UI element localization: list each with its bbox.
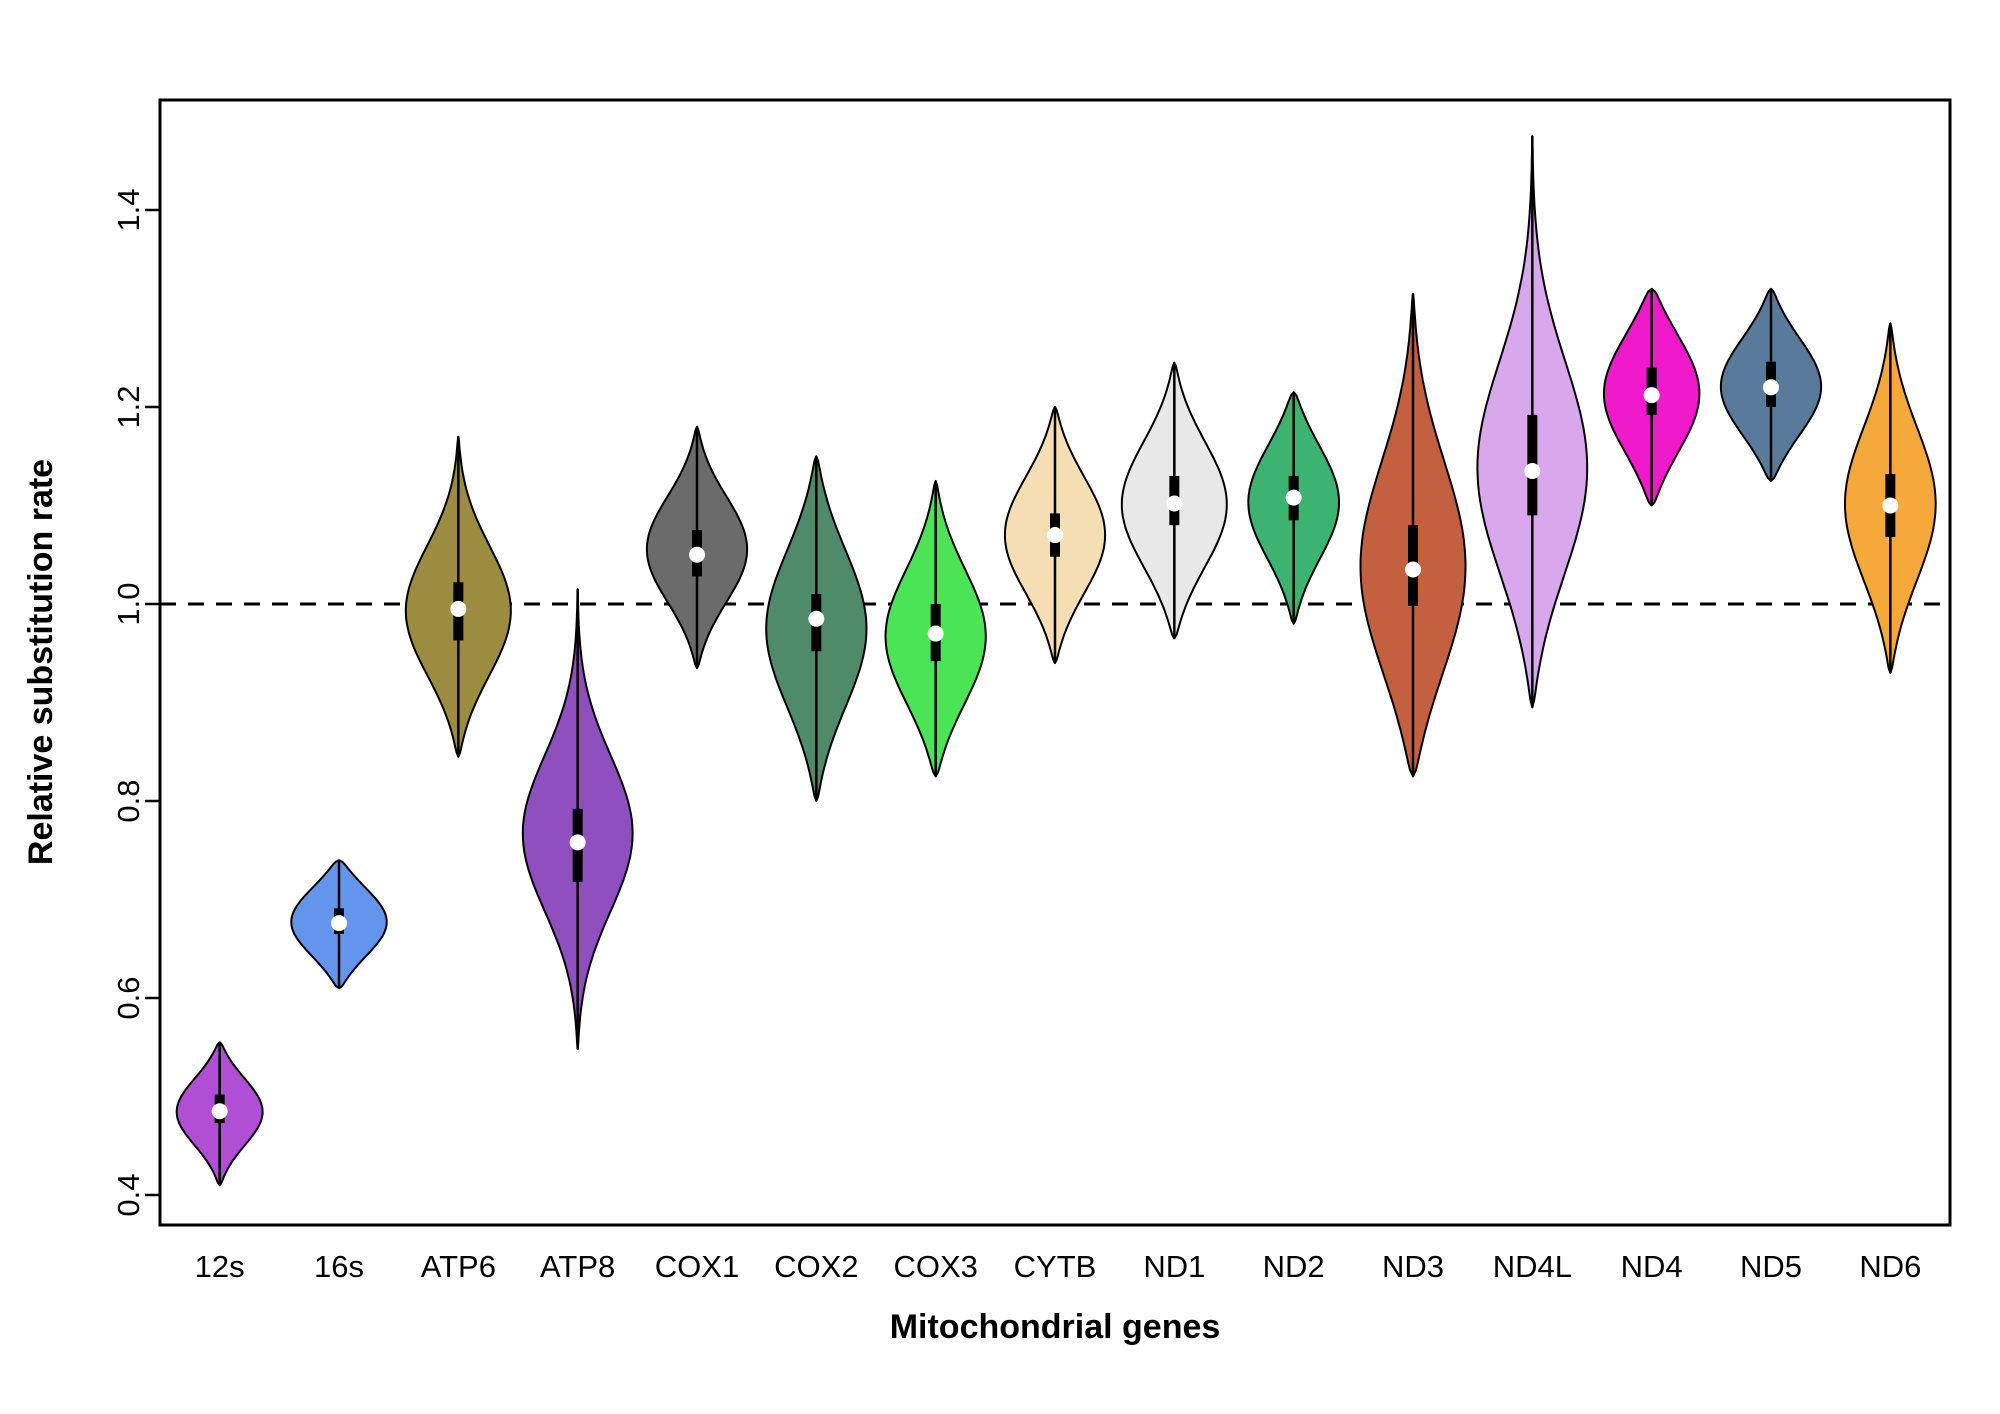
violin-ND6 — [1844, 322, 1937, 674]
violin-ND1 — [1120, 361, 1228, 640]
violin-median-dot-COX1 — [689, 546, 705, 563]
x-category-label-ND3: ND3 — [1382, 1249, 1444, 1284]
violin-median-dot-ND1 — [1166, 495, 1183, 512]
x-category-label-ND1: ND1 — [1143, 1249, 1205, 1284]
violin-CYTB — [1003, 406, 1107, 665]
violin-ATP8 — [521, 588, 634, 1051]
violin-ND4 — [1602, 287, 1701, 507]
plot-frame-layer — [158, 98, 1952, 1227]
violin-median-dot-ND4L — [1524, 463, 1541, 480]
y-tick-label-1.2: 1.2 — [111, 385, 146, 428]
x-category-label-ATP6: ATP6 — [421, 1249, 496, 1284]
y-axis-title: Relative substitution rate — [22, 459, 60, 865]
x-category-label-12s: 12s — [195, 1249, 245, 1284]
violin-ND4L — [1476, 135, 1589, 709]
violin-16s — [290, 859, 388, 990]
violin-median-dot-ND2 — [1285, 489, 1302, 506]
y-tick-label-0.8: 0.8 — [111, 779, 146, 822]
violin-COX3 — [884, 479, 987, 778]
x-category-label-ND5: ND5 — [1740, 1249, 1802, 1284]
violin-median-dot-ATP6 — [450, 600, 467, 617]
x-category-label-ND2: ND2 — [1263, 1249, 1325, 1284]
x-category-label-16s: 16s — [314, 1249, 364, 1284]
violins-layer — [175, 135, 1937, 1187]
violin-ATP6 — [404, 435, 512, 758]
x-category-label-CYTB: CYTB — [1014, 1249, 1097, 1284]
violin-median-dot-CYTB — [1047, 527, 1063, 544]
x-category-label-ND4: ND4 — [1621, 1249, 1683, 1284]
y-tick-label-0.4: 0.4 — [111, 1173, 146, 1216]
violin-median-dot-ND6 — [1882, 497, 1899, 514]
plot-frame — [158, 98, 1952, 1227]
violin-ND3 — [1359, 292, 1467, 778]
violin-median-dot-COX3 — [927, 625, 944, 642]
violin-ND5 — [1719, 287, 1823, 482]
x-axis-title: Mitochondrial genes — [890, 1308, 1221, 1346]
violin-COX2 — [765, 455, 868, 802]
violin-median-dot-ND3 — [1405, 561, 1421, 578]
violin-median-dot-ATP8 — [569, 834, 586, 851]
violin-median-dot-16s — [331, 915, 347, 932]
x-category-label-COX2: COX2 — [774, 1249, 858, 1284]
x-category-label-COX3: COX3 — [893, 1249, 977, 1284]
violin-median-dot-12s — [211, 1103, 228, 1120]
violin-median-dot-ND5 — [1763, 379, 1779, 396]
y-tick-label-1.4: 1.4 — [111, 188, 146, 231]
y-tick-label-1: 1.0 — [111, 582, 146, 625]
violin-ND2 — [1247, 391, 1340, 625]
x-category-label-COX1: COX1 — [655, 1249, 739, 1284]
x-category-label-ND6: ND6 — [1859, 1249, 1921, 1284]
violin-12s — [175, 1041, 264, 1187]
violin-COX1 — [645, 425, 749, 669]
x-category-label-ND4L: ND4L — [1493, 1249, 1572, 1284]
x-category-label-ATP8: ATP8 — [540, 1249, 615, 1284]
violin-median-dot-ND4 — [1643, 387, 1660, 404]
axis-ticks-layer: 0.4 0.6 0.8 1.0 1.2 1.4 12s 16s ATP6 ATP8 COX1 COX2… — [111, 188, 1921, 1284]
y-tick-label-0.6: 0.6 — [111, 976, 146, 1019]
violin-median-dot-COX2 — [808, 610, 825, 627]
